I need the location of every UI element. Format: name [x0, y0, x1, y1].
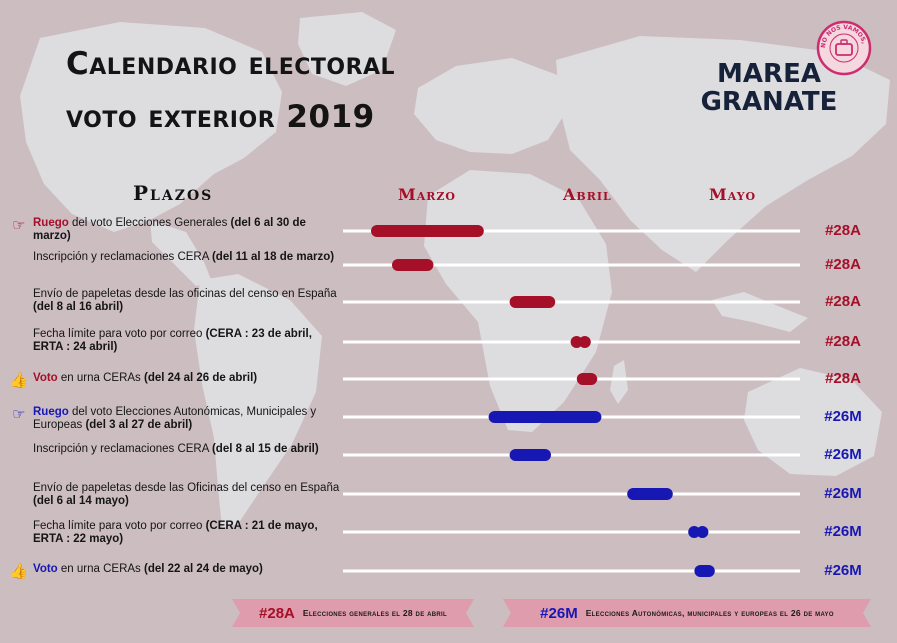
month-label-march: Marzo: [398, 185, 456, 204]
row-label-mid-text: del voto Elecciones Autonómicas, Municip…: [33, 406, 317, 431]
africa-shape: [424, 170, 612, 432]
row-label-5: Voto en urna CERAs (del 24 al 26 de abri…: [33, 372, 341, 385]
row-tag-28a: #28A: [825, 333, 861, 350]
row-label-mid-text: Fecha límite para voto por correo: [33, 328, 206, 340]
legend-28a-label: Elecciones generales el 28 de abril: [302, 608, 447, 618]
europe-shape: [414, 58, 566, 154]
row-label-post-text: (del 8 al 16 abril): [33, 301, 124, 313]
row-label-2: Inscripción y reclamaciones CERA (del 11…: [33, 251, 341, 264]
row-tag-26m: #26M: [824, 523, 862, 540]
logo-line-1: MAREA: [717, 59, 821, 89]
row-label-post-text: (del 24 al 26 de abril): [144, 372, 258, 384]
row-tag-28a: #28A: [825, 370, 861, 387]
month-label-april: Abril: [563, 185, 612, 204]
row-label-post-text: (CERA : 23 de abril, ERTA : 24 abril): [33, 328, 312, 353]
legend-26m-label: Elecciones Autonómicas, municipales y eu…: [585, 608, 834, 618]
row-label-post-text: (CERA : 21 de mayo, ERTA : 22 mayo): [33, 520, 318, 545]
stamp-outer-ring: [816, 20, 872, 76]
legend-28a-tag: #28A: [259, 604, 295, 622]
row-label-8: Envío de papeletas desde las Oficinas de…: [33, 482, 341, 508]
row-tag-28a: #28A: [825, 222, 861, 239]
row-label-1: Ruego del voto Elecciones Generales (del…: [33, 217, 341, 243]
row-label-mid-text: Envío de papeletas desde las oficinas de…: [33, 288, 337, 300]
row-label-post-text: (del 11 al 18 de marzo): [211, 251, 335, 263]
legend-26m-banner: [503, 599, 871, 627]
brand-logo: MAREA GRANATE: [693, 60, 845, 116]
title-line-1: Calendario electoral: [66, 46, 396, 82]
legend-26m-tag: #26M: [540, 604, 578, 622]
stamp-inner-ring: [829, 33, 859, 63]
thumbs-up-icon: 👍: [9, 562, 29, 580]
row-label-9: Fecha límite para voto por correo (CERA …: [33, 520, 341, 546]
stamp-logo: NO NOS VAMOS, NOS ECHAN: [816, 20, 872, 76]
row-label-post-text: (del 3 al 27 de abril): [85, 419, 193, 431]
row-tag-26m: #26M: [824, 408, 862, 425]
page-title: Calendario electoral voto exterior 2019: [66, 38, 395, 144]
row-tag-26m: #26M: [824, 446, 862, 463]
row-label-3: Envío de papeletas desde las oficinas de…: [33, 288, 341, 314]
north-america-shape: [20, 22, 282, 232]
australia-shape: [744, 368, 882, 476]
row-tag-28a: #28A: [825, 293, 861, 310]
suitcase-handle-icon: [840, 39, 848, 45]
row-label-mid-text: Fecha límite para voto por correo: [33, 520, 206, 532]
row-label-mid-text: en urna CERAs: [57, 372, 144, 384]
legend-28a-banner: [232, 599, 474, 627]
legend-28a: #28A Elecciones generales el 28 de abril: [232, 599, 474, 627]
legend-26m: #26M Elecciones Autonómicas, municipales…: [503, 599, 871, 627]
madagascar-shape: [610, 360, 628, 404]
asia-shape: [556, 36, 890, 272]
title-line-2: voto exterior 2019: [66, 99, 375, 135]
row-label-pre-text: Voto: [33, 563, 58, 575]
row-label-6: Ruego del voto Elecciones Autonómicas, M…: [33, 406, 341, 432]
row-label-mid-text: del voto Elecciones Generales: [68, 217, 231, 229]
row-label-post-text: (del 6 al 14 mayo): [33, 495, 129, 507]
row-label-mid-text: en urna CERAs: [57, 563, 144, 575]
row-label-pre-text: Ruego: [33, 406, 69, 418]
row-label-post-text: (del 8 al 15 de abril): [211, 443, 319, 455]
row-tag-26m: #26M: [824, 485, 862, 502]
thumbs-up-icon: 👍: [9, 371, 29, 389]
indonesia-shape: [712, 292, 808, 332]
row-label-pre-text: Voto: [33, 372, 58, 384]
row-label-post-text: (del 22 al 24 de mayo): [144, 563, 263, 575]
row-label-pre-text: Ruego: [33, 217, 69, 229]
row-label-post-text: (del 6 al 30 de marzo): [33, 217, 306, 242]
row-label-mid-text: Envío de papeletas desde las Oficinas de…: [33, 482, 340, 494]
row-label-7: Inscripción y reclamaciones CERA (del 8 …: [33, 443, 341, 456]
row-label-mid-text: Inscripción y reclamaciones CERA: [33, 443, 212, 455]
row-tag-26m: #26M: [824, 562, 862, 579]
logo-line-2: GRANATE: [700, 87, 838, 117]
row-label-10: Voto en urna CERAs (del 22 al 24 de mayo…: [33, 563, 341, 576]
pointing-hand-icon: ☞: [12, 216, 26, 234]
south-america-shape: [194, 274, 322, 528]
central-america-shape: [150, 220, 212, 286]
row-label-4: Fecha límite para voto por correo (CERA …: [33, 328, 341, 354]
greenland-shape: [298, 12, 396, 86]
month-label-may: Mayo: [709, 185, 757, 204]
row-label-mid-text: Inscripción y reclamaciones CERA: [33, 251, 212, 263]
section-heading: Plazos: [133, 181, 214, 205]
row-tag-28a: #28A: [825, 256, 861, 273]
pointing-hand-icon: ☞: [12, 405, 26, 423]
